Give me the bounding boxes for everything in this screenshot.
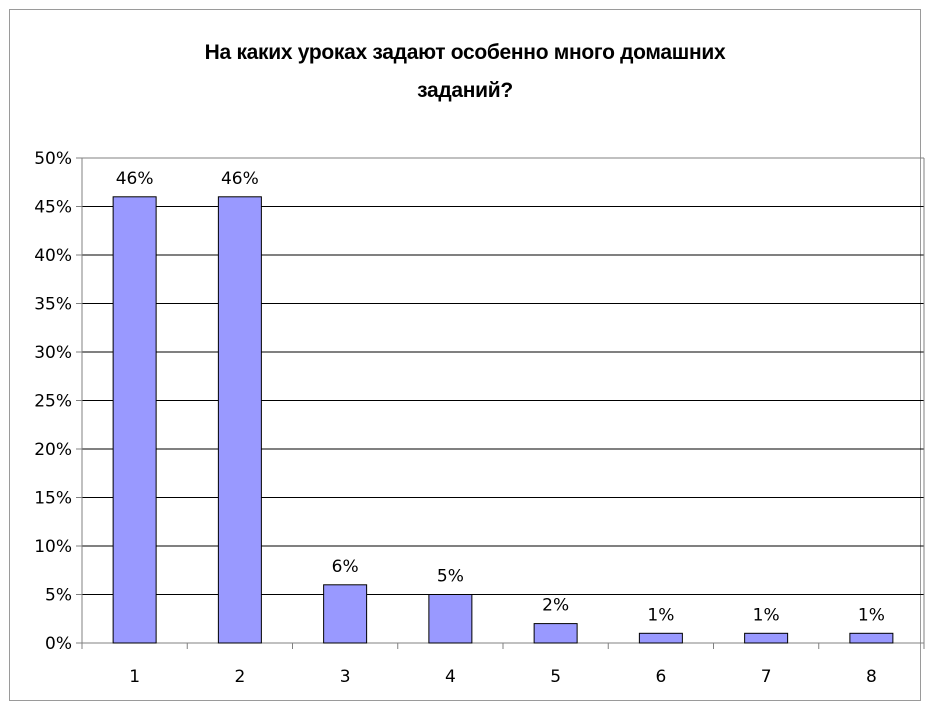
bar [744,632,789,644]
data-label: 1% [647,605,674,625]
bar [428,594,473,644]
data-label: 1% [753,605,780,625]
x-tick-label: 6 [655,667,666,687]
y-tick-label: 50% [34,149,72,169]
data-label: 6% [332,557,359,577]
x-tick-label: 2 [234,667,245,687]
chart-frame [9,9,921,701]
y-tick-label: 5% [45,586,72,606]
x-tick-label: 8 [866,667,877,687]
data-label: 2% [542,596,569,616]
bar [849,632,894,644]
bar [533,623,578,644]
y-tick-label: 25% [34,392,72,412]
bar [638,632,683,644]
y-tick-label: 0% [45,634,72,654]
y-tick-label: 35% [34,295,72,315]
x-tick-label: 1 [129,667,140,687]
chart-title: На каких уроках задают особенно много до… [0,34,930,110]
y-tick-label: 20% [34,440,72,460]
data-label: 1% [858,605,885,625]
chart-title-line-2: заданий? [417,79,513,102]
y-tick-label: 10% [34,537,72,557]
data-label: 46% [116,169,154,189]
bar [323,584,368,644]
bar [112,196,157,644]
data-label: 46% [221,169,259,189]
y-tick-label: 15% [34,489,72,509]
x-tick-label: 4 [445,667,456,687]
data-label: 5% [437,567,464,587]
x-tick-label: 5 [550,667,561,687]
x-tick-label: 7 [761,667,772,687]
y-tick-label: 30% [34,343,72,363]
bar [217,196,262,644]
x-tick-label: 3 [340,667,351,687]
chart-title-line-1: На каких уроках задают особенно много до… [204,41,726,64]
y-tick-label: 40% [34,246,72,266]
y-tick-label: 45% [34,198,72,218]
